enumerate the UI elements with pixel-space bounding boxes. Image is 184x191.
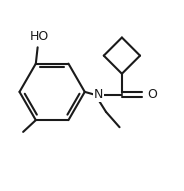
Text: HO: HO	[30, 30, 49, 43]
Text: N: N	[94, 88, 103, 101]
Text: O: O	[147, 88, 157, 101]
